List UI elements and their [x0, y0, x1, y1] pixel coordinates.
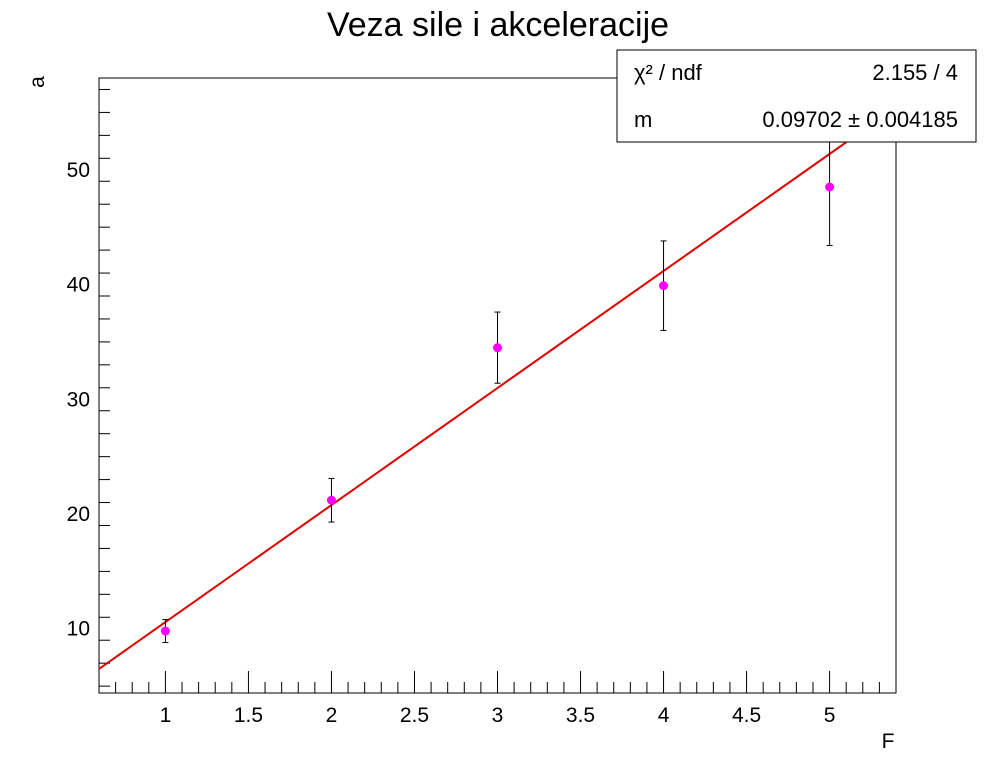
y-tick-label: 30	[67, 388, 90, 411]
data-point	[160, 626, 170, 636]
x-tick-label: 5	[824, 704, 836, 727]
x-tick-label: 3.5	[566, 704, 595, 727]
data-point	[825, 182, 835, 192]
x-axis: 1 1.5 2 2.5 3 3.5 4 4.5 5	[98, 671, 897, 727]
y-tick-label: 20	[67, 503, 90, 526]
plot-frame	[98, 77, 897, 694]
stats-chi2-label: χ² / ndf	[634, 60, 703, 85]
x-tick-label: 3	[492, 704, 504, 727]
y-axis-label: a	[26, 76, 49, 88]
x-tick-label: 4	[658, 704, 670, 727]
x-tick-label: 2	[326, 704, 338, 727]
y-axis: 10 20 30 40 50	[67, 88, 110, 687]
chart-title: Veza sile i akceleracije	[327, 6, 669, 44]
x-tick-label: 2.5	[400, 704, 429, 727]
x-tick-label: 1.5	[234, 704, 263, 727]
stats-m-label: m	[634, 107, 652, 132]
stats-chi2-value: 2.155 / 4	[872, 60, 958, 85]
x-tick-label: 4.5	[732, 704, 761, 727]
y-tick-label: 50	[67, 159, 90, 182]
stats-m-value: 0.09702 ± 0.004185	[762, 107, 958, 132]
data-point	[326, 495, 336, 505]
data-points-layer	[160, 127, 835, 644]
stats-box: χ² / ndf 2.155 / 4 m 0.09702 ± 0.004185	[616, 49, 977, 143]
stats-box-frame	[616, 49, 977, 143]
fit-line	[98, 141, 847, 670]
fit-line-layer	[98, 141, 847, 670]
y-tick-label: 10	[67, 618, 90, 641]
y-tick-label: 40	[67, 274, 90, 297]
x-axis-label: F	[882, 730, 895, 753]
data-point	[659, 281, 669, 291]
x-tick-label: 1	[160, 704, 172, 727]
data-point	[493, 343, 502, 353]
